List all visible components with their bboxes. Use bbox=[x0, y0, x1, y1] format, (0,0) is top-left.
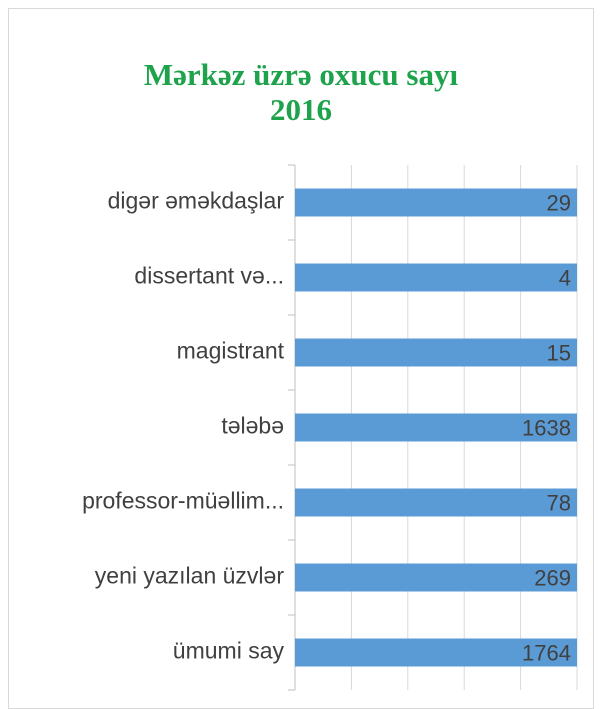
bar bbox=[295, 638, 577, 667]
y-tick-label: digər əməkdaşlar bbox=[108, 188, 285, 214]
data-label: 15 bbox=[547, 340, 571, 365]
bar bbox=[295, 338, 577, 367]
bar bbox=[295, 563, 577, 592]
y-tick-label: ümumi say bbox=[173, 638, 285, 664]
bar bbox=[295, 188, 577, 217]
y-tick-label: dissertant və... bbox=[134, 263, 284, 289]
y-tick-label: professor-müəllim... bbox=[82, 488, 284, 514]
data-label: 1764 bbox=[522, 640, 571, 665]
bar bbox=[295, 488, 577, 517]
data-label: 78 bbox=[547, 490, 571, 515]
bar bbox=[295, 413, 577, 442]
data-label: 29 bbox=[547, 190, 571, 215]
data-label: 269 bbox=[534, 565, 571, 590]
chart-title: Mərkəz üzrə oxucu sayı bbox=[144, 57, 459, 92]
y-tick-label: magistrant bbox=[177, 338, 285, 364]
y-tick-label: tələbə bbox=[221, 413, 284, 439]
data-label: 4 bbox=[559, 265, 571, 290]
bar bbox=[295, 263, 577, 292]
y-tick-label: yeni yazılan üzvlər bbox=[95, 563, 285, 589]
data-label: 1638 bbox=[522, 415, 571, 440]
chart-subtitle: 2016 bbox=[270, 92, 332, 127]
